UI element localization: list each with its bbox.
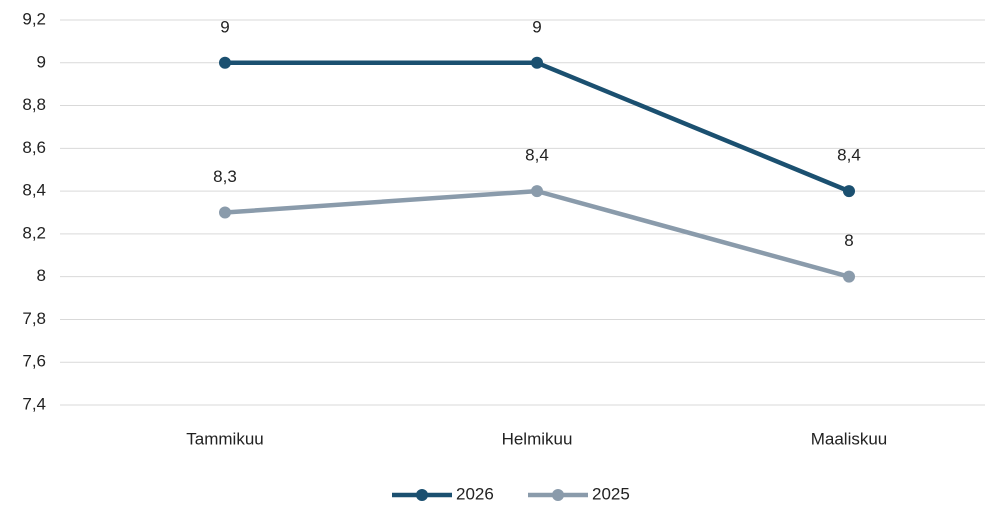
data-point [219, 206, 231, 219]
x-tick-label: Helmikuu [502, 429, 573, 448]
data-point [843, 270, 855, 283]
y-tick-label: 7,6 [22, 352, 46, 371]
y-tick-label: 8,8 [22, 95, 46, 114]
x-tick-label: Maaliskuu [811, 429, 888, 448]
data-label: 8 [844, 231, 853, 250]
y-tick-label: 9,2 [22, 9, 46, 28]
legend-marker [552, 489, 564, 501]
y-tick-label: 8,4 [22, 181, 46, 200]
series-line [225, 60, 850, 194]
data-label: 8,4 [837, 146, 861, 165]
data-point [843, 185, 855, 198]
y-tick-label: 9 [37, 52, 46, 71]
data-point [531, 56, 543, 69]
data-label: 9 [532, 17, 541, 36]
legend-marker [416, 489, 428, 501]
data-label: 8,4 [525, 146, 549, 165]
data-point [531, 185, 543, 198]
y-tick-label: 8 [37, 266, 46, 285]
y-tick-label: 7,8 [22, 309, 46, 328]
legend-label: 2025 [592, 484, 630, 503]
y-tick-label: 8,6 [22, 138, 46, 157]
legend-label: 2026 [456, 484, 494, 503]
data-label: 9 [220, 17, 229, 36]
data-label: 8,3 [213, 167, 237, 186]
y-tick-label: 8,2 [22, 223, 46, 242]
data-point [219, 56, 231, 69]
x-tick-label: Tammikuu [186, 429, 263, 448]
y-tick-label: 7,4 [22, 394, 46, 413]
